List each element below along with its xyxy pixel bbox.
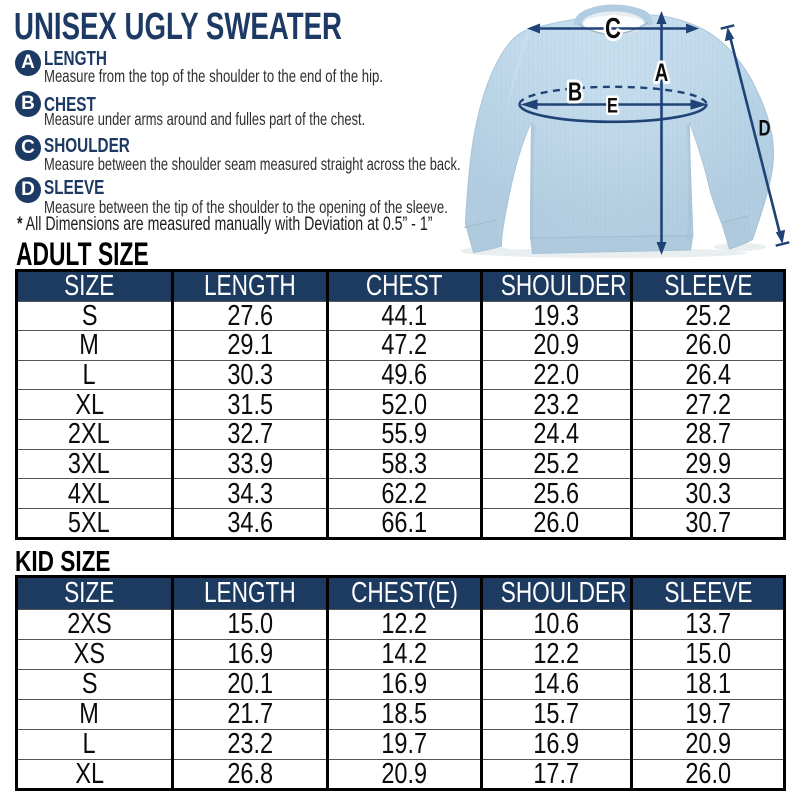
svg-text:C: C <box>605 13 621 45</box>
svg-text:D: D <box>758 116 770 141</box>
svg-text:A: A <box>655 58 669 86</box>
svg-text:B: B <box>568 77 582 106</box>
svg-text:E: E <box>607 94 618 117</box>
